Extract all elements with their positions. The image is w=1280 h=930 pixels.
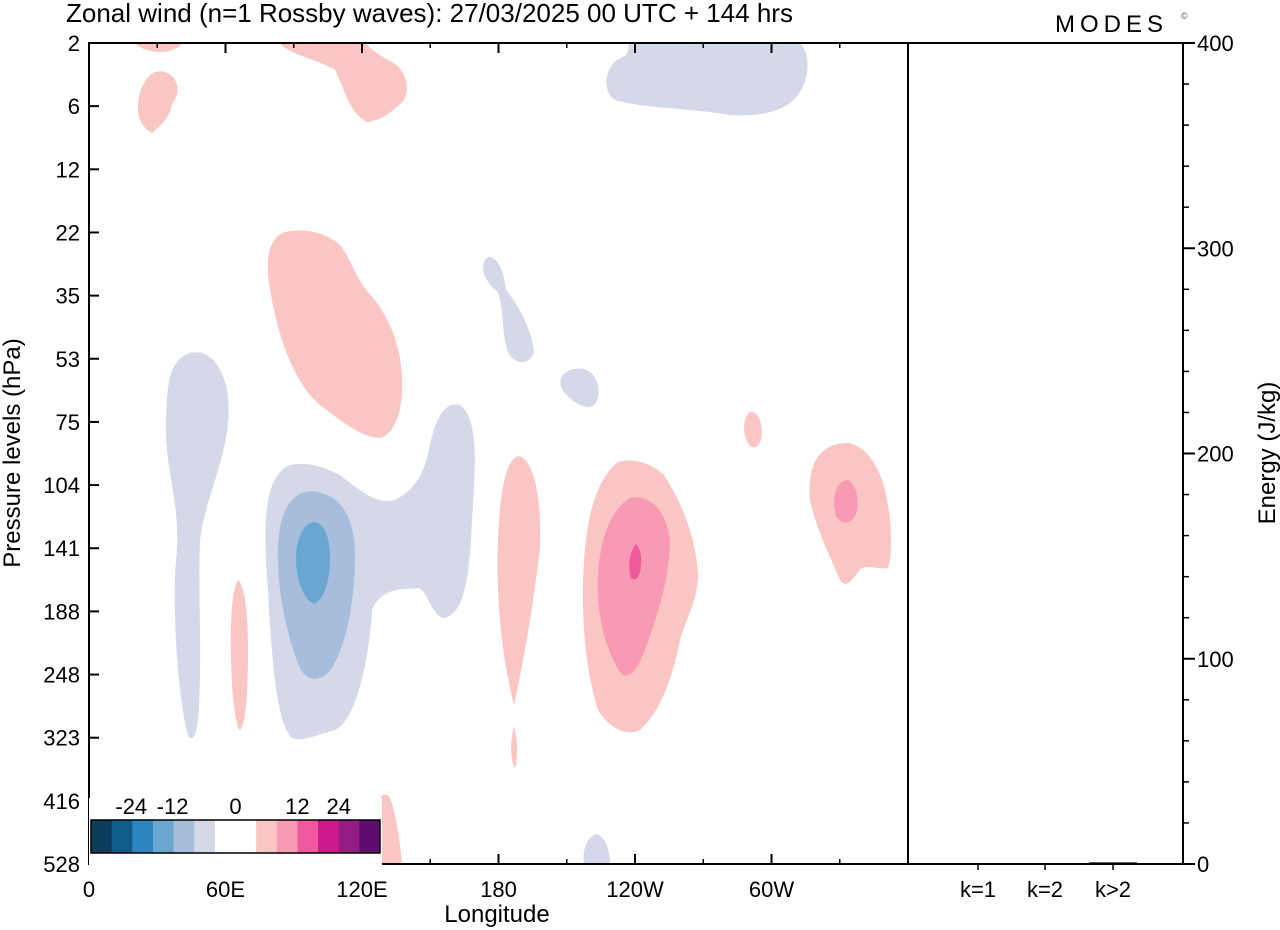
y-tick-label: 6 xyxy=(68,94,80,119)
colorbar-label: 12 xyxy=(285,794,309,819)
contour-positive-3 xyxy=(279,43,407,122)
colorbar-swatch xyxy=(359,820,381,853)
energy-category-label: k=2 xyxy=(1027,877,1063,902)
x-tick-label: 60W xyxy=(749,877,794,902)
colorbar-swatch xyxy=(152,820,175,853)
y-tick-label: 323 xyxy=(43,726,80,751)
energy-tick-label: 100 xyxy=(1197,647,1234,672)
contour-positive-6 xyxy=(834,480,858,523)
contour-positive-6 xyxy=(597,497,670,676)
colorbar-border xyxy=(90,819,381,854)
colorbar-label: 24 xyxy=(326,794,350,819)
y-tick-label: 2 xyxy=(68,31,80,56)
y-tick-label: 141 xyxy=(43,536,80,561)
colorbar: -24 -12 0 12 24 xyxy=(89,794,382,869)
longitude-axis: 0 60E 120E 180 120W 60W xyxy=(83,43,841,902)
y-tick-label: 248 xyxy=(43,663,80,688)
x-tick-label: 180 xyxy=(480,877,517,902)
contour-fills xyxy=(135,43,891,864)
energy-category-label: k>2 xyxy=(1095,877,1131,902)
energy-category-label: k=1 xyxy=(960,877,996,902)
y-tick-label: 104 xyxy=(43,473,80,498)
energy-axis-label: Energy (J/kg) xyxy=(1254,382,1280,525)
y-tick-label: 416 xyxy=(43,789,80,814)
colorbar-swatch xyxy=(256,820,278,853)
contour-negative-3 xyxy=(483,256,534,363)
energy-tick-label: 0 xyxy=(1197,852,1209,877)
y-tick-label: 75 xyxy=(56,410,80,435)
contour-negative-3 xyxy=(560,368,599,407)
plot-frame xyxy=(88,42,1184,865)
y-tick-label: 35 xyxy=(56,284,80,309)
colorbar-swatch xyxy=(91,820,113,853)
colorbar-swatch xyxy=(214,820,236,853)
contour-negative-3 xyxy=(606,43,808,116)
x-tick-label: 120W xyxy=(606,877,664,902)
x-tick-label: 0 xyxy=(83,877,95,902)
colorbar-swatch xyxy=(338,820,360,853)
y-tick-label: 22 xyxy=(56,220,80,245)
energy-tick-label: 200 xyxy=(1197,442,1234,467)
contour-positive-3 xyxy=(497,456,541,768)
y-tick-label: 528 xyxy=(43,852,80,877)
contour-positive-9 xyxy=(629,544,642,580)
energy-tick-label: 300 xyxy=(1197,236,1234,261)
colorbar-label: -24 xyxy=(115,794,147,819)
y-tick-label: 53 xyxy=(56,347,80,372)
pressure-axis: 2 6 12 22 35 53 75 104 141 188 248 323 416 528 xyxy=(43,31,99,877)
x-tick-label: 120E xyxy=(336,877,387,902)
colorbar-swatch xyxy=(235,820,257,853)
colorbar-swatch xyxy=(194,820,216,853)
y-axis-label: Pressure levels (hPa) xyxy=(0,338,26,567)
energy-bars: k=1 k=2 k>2 xyxy=(954,862,1137,902)
contour-negative-3 xyxy=(165,352,229,739)
contour-positive-3 xyxy=(744,411,762,448)
y-tick-label: 12 xyxy=(56,157,80,182)
brand-registered-mark: © xyxy=(1181,11,1188,21)
energy-bar xyxy=(954,863,1002,864)
brand-logo-text: MODES xyxy=(1055,11,1168,38)
chart-title: Zonal wind (n=1 Rossby waves): 27/03/202… xyxy=(66,0,793,28)
colorbar-label: 0 xyxy=(229,794,241,819)
colorbar-swatch xyxy=(111,820,133,853)
colorbar-swatch xyxy=(173,820,195,853)
contour-positive-3 xyxy=(135,43,182,53)
energy-bar xyxy=(1021,863,1069,864)
y-tick-label: 188 xyxy=(43,599,80,624)
x-tick-label: 60E xyxy=(206,877,245,902)
colorbar-swatch xyxy=(297,820,319,853)
colorbar-label: -12 xyxy=(157,794,189,819)
contour-negative-3 xyxy=(583,834,610,864)
colorbar-swatch xyxy=(276,820,298,853)
contour-positive-3 xyxy=(230,580,248,730)
contour-positive-3 xyxy=(137,71,178,133)
colorbar-swatch xyxy=(318,820,340,853)
contour-positive-3 xyxy=(267,230,403,438)
energy-axis: 0 100 200 300 400 xyxy=(1183,31,1234,877)
energy-tick-label: 400 xyxy=(1197,31,1234,56)
colorbar-swatch xyxy=(132,820,154,853)
energy-bar xyxy=(1089,862,1137,864)
x-axis-label: Longitude xyxy=(444,901,549,928)
contour-negative-9 xyxy=(296,522,330,604)
